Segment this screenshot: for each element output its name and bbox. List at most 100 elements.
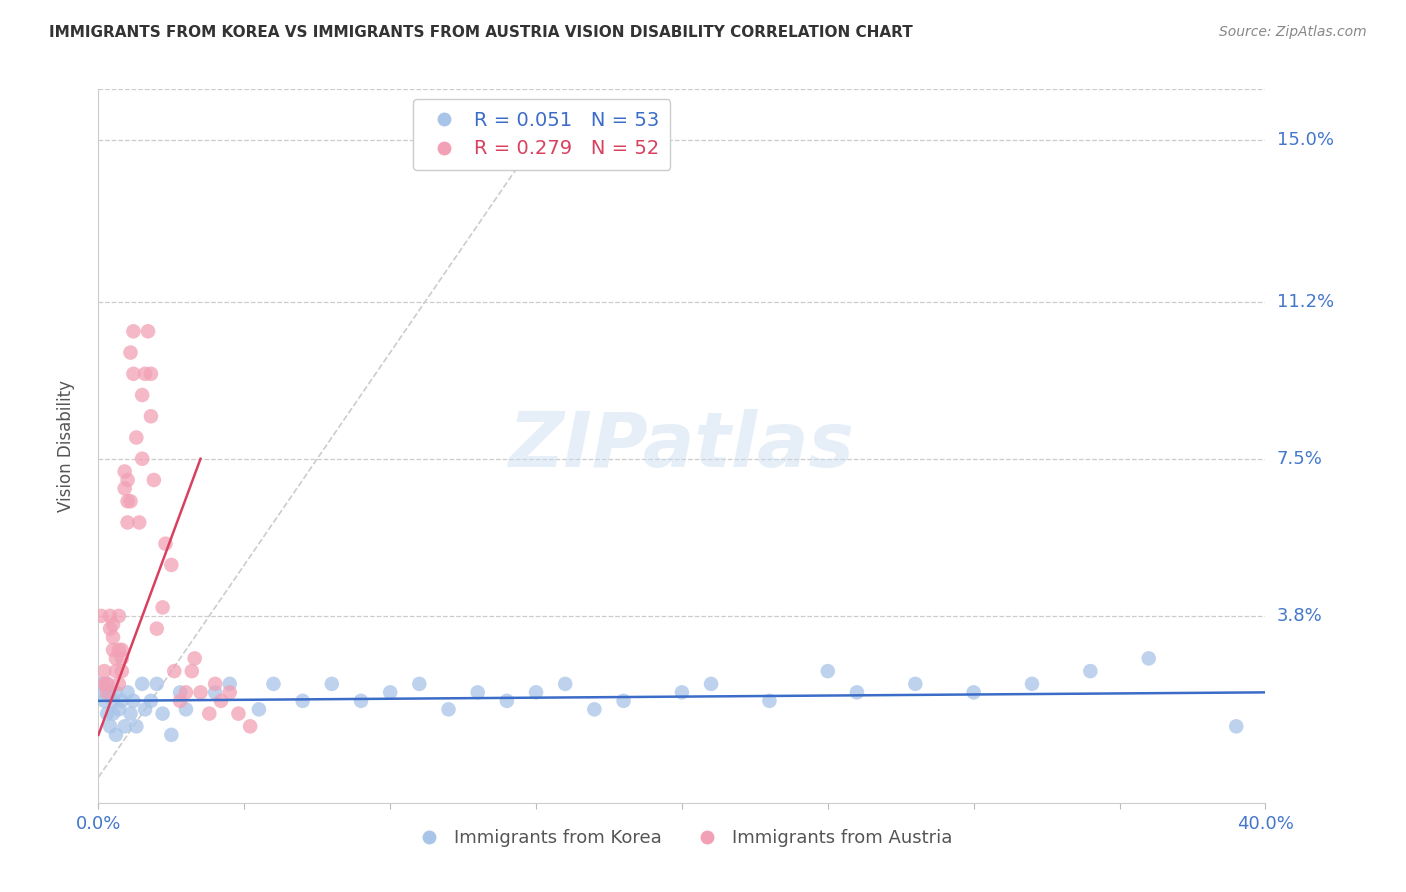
Point bbox=[146, 622, 169, 636]
Point bbox=[817, 664, 839, 678]
Point bbox=[198, 706, 221, 721]
Text: ZIPatlas: ZIPatlas bbox=[509, 409, 855, 483]
Point bbox=[183, 651, 205, 665]
Point bbox=[496, 694, 519, 708]
Point bbox=[524, 685, 547, 699]
Point bbox=[467, 685, 489, 699]
Point bbox=[1137, 651, 1160, 665]
Point bbox=[152, 600, 174, 615]
Point bbox=[134, 702, 156, 716]
Point bbox=[96, 677, 118, 691]
Point bbox=[160, 728, 183, 742]
Text: 11.2%: 11.2% bbox=[1277, 293, 1334, 310]
Point bbox=[700, 677, 723, 691]
Point bbox=[1225, 719, 1247, 733]
Point bbox=[131, 677, 153, 691]
Point bbox=[408, 677, 430, 691]
Point bbox=[247, 702, 270, 716]
Point bbox=[122, 694, 145, 708]
Point bbox=[128, 516, 150, 530]
Point bbox=[139, 409, 162, 424]
Point bbox=[98, 608, 121, 623]
Point bbox=[239, 719, 262, 733]
Point bbox=[111, 651, 134, 665]
Point bbox=[136, 324, 159, 338]
Point bbox=[104, 664, 127, 678]
Point bbox=[96, 677, 118, 691]
Text: 3.8%: 3.8% bbox=[1277, 607, 1322, 625]
Point bbox=[111, 664, 134, 678]
Text: 7.5%: 7.5% bbox=[1277, 450, 1323, 467]
Point bbox=[93, 685, 115, 699]
Point bbox=[111, 643, 134, 657]
Legend: Immigrants from Korea, Immigrants from Austria: Immigrants from Korea, Immigrants from A… bbox=[404, 822, 960, 855]
Point bbox=[117, 516, 139, 530]
Point bbox=[671, 685, 693, 699]
Point bbox=[204, 677, 226, 691]
Point bbox=[169, 694, 191, 708]
Point bbox=[117, 494, 139, 508]
Point bbox=[437, 702, 460, 716]
Point bbox=[174, 702, 197, 716]
Point bbox=[291, 694, 314, 708]
Point bbox=[108, 702, 131, 716]
Point bbox=[139, 694, 162, 708]
Point bbox=[142, 473, 165, 487]
Point bbox=[104, 685, 127, 699]
Point bbox=[122, 324, 145, 338]
Point bbox=[846, 685, 869, 699]
Point bbox=[160, 558, 183, 572]
Text: Source: ZipAtlas.com: Source: ZipAtlas.com bbox=[1219, 25, 1367, 39]
Point bbox=[962, 685, 984, 699]
Point bbox=[612, 694, 634, 708]
Point bbox=[134, 367, 156, 381]
Point bbox=[262, 677, 284, 691]
Point bbox=[101, 706, 124, 721]
Point bbox=[96, 706, 118, 721]
Point bbox=[111, 694, 134, 708]
Point bbox=[90, 608, 112, 623]
Point bbox=[108, 677, 131, 691]
Point bbox=[904, 677, 927, 691]
Point bbox=[125, 430, 148, 444]
Point bbox=[1021, 677, 1043, 691]
Point bbox=[155, 537, 177, 551]
Point bbox=[98, 622, 121, 636]
Point bbox=[120, 706, 142, 721]
Point bbox=[108, 608, 131, 623]
Point bbox=[350, 694, 373, 708]
Point bbox=[146, 677, 169, 691]
Point bbox=[104, 651, 127, 665]
Point bbox=[114, 482, 136, 496]
Point bbox=[163, 664, 186, 678]
Point bbox=[554, 677, 576, 691]
Point bbox=[101, 694, 124, 708]
Point bbox=[125, 719, 148, 733]
Point bbox=[380, 685, 402, 699]
Point bbox=[180, 664, 202, 678]
Point bbox=[174, 685, 197, 699]
Point bbox=[90, 677, 112, 691]
Point bbox=[117, 685, 139, 699]
Point bbox=[139, 367, 162, 381]
Point bbox=[209, 694, 232, 708]
Point bbox=[101, 617, 124, 632]
Point bbox=[122, 367, 145, 381]
Point bbox=[131, 388, 153, 402]
Point bbox=[93, 694, 115, 708]
Point bbox=[93, 677, 115, 691]
Point bbox=[152, 706, 174, 721]
Point bbox=[114, 719, 136, 733]
Point bbox=[204, 685, 226, 699]
Point bbox=[108, 643, 131, 657]
Point bbox=[101, 630, 124, 644]
Point bbox=[98, 719, 121, 733]
Point bbox=[98, 685, 121, 699]
Point bbox=[96, 685, 118, 699]
Point bbox=[120, 345, 142, 359]
Point bbox=[190, 685, 212, 699]
Point bbox=[228, 706, 250, 721]
Point bbox=[117, 473, 139, 487]
Point bbox=[218, 685, 240, 699]
Point bbox=[104, 728, 127, 742]
